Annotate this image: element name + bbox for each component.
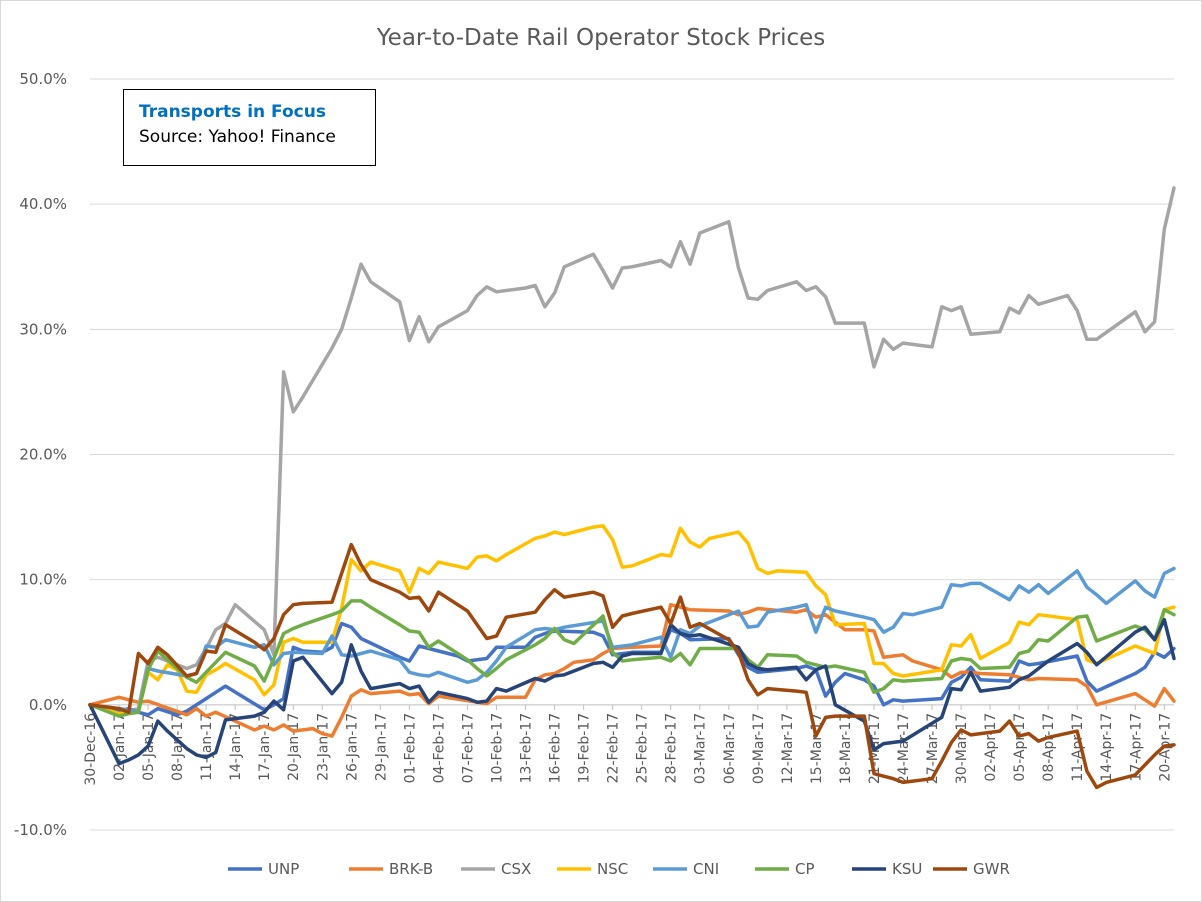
x-tick-label: 09-Mar-17 [751,713,767,784]
y-tick-label: 50.0% [19,70,67,88]
x-tick-label: 28-Feb-17 [664,713,680,784]
series-line-cp [88,599,1176,718]
x-tick-label: 16-Feb-17 [548,713,564,784]
y-tick-label: 30.0% [19,320,67,338]
x-tick-label: 08-Apr-17 [1041,713,1057,782]
legend-label-csx: CSX [501,860,531,878]
series-line-gwr [88,542,1176,790]
series-line-nsc [88,524,1176,716]
x-tick-label: 14-Jan-17 [228,713,244,781]
series-lines [88,186,1176,790]
x-tick-label: 17-Apr-17 [1128,713,1144,782]
x-tick-label: 05-Apr-17 [1012,713,1028,782]
x-tick-label: 03-Mar-17 [693,713,709,784]
x-tick-label: 02-Jan-17 [112,713,128,781]
x-tick-label: 13-Feb-17 [519,713,535,784]
x-tick-label: 11-Apr-17 [1070,713,1086,782]
series-line-brk-b [88,602,1176,738]
chart-title: Year-to-Date Rail Operator Stock Prices [376,25,826,51]
annotation-box: Transports in Focus Source: Yahoo! Finan… [123,89,376,166]
x-tick-label: 17-Jan-17 [257,713,273,781]
x-tick-label: 25-Feb-17 [635,713,651,784]
y-tick-label: 20.0% [19,446,67,464]
x-tick-label: 23-Jan-17 [315,713,331,781]
x-tick-label: 14-Apr-17 [1099,713,1115,782]
x-tick-label: 15-Mar-17 [809,713,825,784]
x-tick-label: 02-Apr-17 [983,713,999,782]
x-tick-label: 24-Mar-17 [896,713,912,784]
x-tick-label: 06-Mar-17 [722,713,738,784]
x-tick-label: 01-Feb-17 [402,713,418,784]
x-tick-label: 22-Feb-17 [606,713,622,784]
x-tick-label: 29-Jan-17 [373,713,389,781]
x-tick-label: 18-Mar-17 [838,713,854,784]
x-tick-label: 08-Jan-17 [170,713,186,781]
legend-label-nsc: NSC [597,860,628,878]
x-tick-label: 07-Feb-17 [460,713,476,784]
legend: UNP BRK-B CSX NSC CNI CP KSU GWR [228,860,1010,878]
x-tick-label: 19-Feb-17 [577,713,593,784]
series-line-csx [88,186,1176,717]
legend-label-brk-b: BRK-B [389,860,433,878]
x-tick-label: 30-Mar-17 [954,713,970,784]
x-tick-label: 10-Feb-17 [490,713,506,784]
y-tick-label: 40.0% [19,195,67,213]
legend-label-cni: CNI [693,860,719,878]
annotation-source: Source: Yahoo! Finance [139,127,336,147]
x-tick-label: 20-Jan-17 [286,713,302,781]
annotation-title: Transports in Focus [139,102,326,122]
legend-label-gwr: GWR [973,860,1010,878]
y-tick-label: 10.0% [19,571,67,589]
series-line-ksu [88,617,1176,766]
legend-label-cp: CP [795,860,815,878]
x-tick-label: 12-Mar-17 [780,713,796,784]
x-tick-label: 30-Dec-16 [83,713,99,786]
x-tick-label: 11-Jan-17 [199,713,215,781]
y-axis-tick-labels: -10.0% 0.0% 10.0% 20.0% 30.0% 40.0% 50.0% [14,70,67,839]
y-tick-label: 0.0% [29,696,67,714]
x-tick-label: 04-Feb-17 [431,713,447,784]
legend-label-unp: UNP [268,860,299,878]
y-tick-label: -10.0% [14,821,67,839]
legend-label-ksu: KSU [892,860,922,878]
x-axis-tick-labels: 30-Dec-16 02-Jan-17 05-Jan-17 08-Jan-17 11-J… [83,704,1173,786]
x-tick-label: 26-Jan-17 [344,713,360,781]
